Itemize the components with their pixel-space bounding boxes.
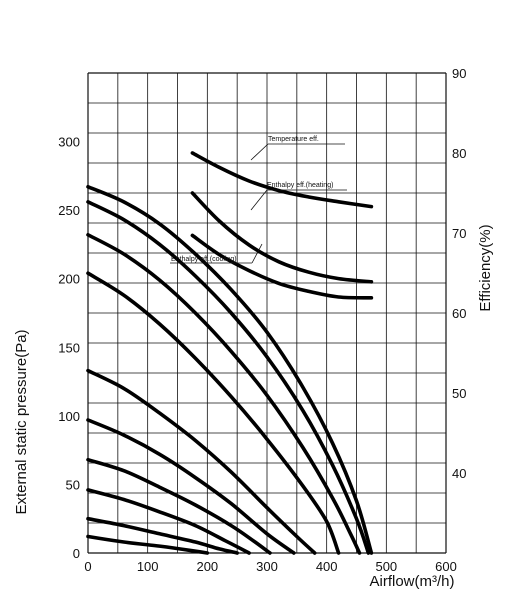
y-tick-label: 0 [73,546,80,561]
static-pressure-curve-1 [86,534,210,555]
y-tick-label: 250 [58,203,80,218]
y2-axis-title: Efficiency(%) [477,224,494,311]
static-pressure-curve-5 [86,418,296,555]
x-tick-label: 200 [196,559,218,574]
efficiency-labels: Temperature eff. Enthalpy eff.(heating) … [170,136,347,264]
enthalpy-heating-eff-curve [190,191,374,284]
y2-tick-label: 50 [452,386,466,401]
x-tick-label: 100 [137,559,159,574]
y2-tick-label: 90 [452,66,466,81]
y2-tick-label: 40 [452,466,466,481]
enthalpy-heating-leader [250,189,268,211]
y-tick-label: 300 [58,135,80,150]
x-tick-label: 0 [84,559,91,574]
temperature-eff-label: Temperature eff. [268,136,319,143]
y-tick-label: 100 [58,409,80,424]
x-tick-label: 500 [375,559,397,574]
x-tick-label: 600 [435,559,457,574]
static-pressure-curve-10 [86,185,374,555]
static-pressure-curve-7 [86,271,341,555]
static-pressure-curve-3 [86,488,251,555]
enthalpy-heating-label: Enthalpy eff.(heating) [267,182,333,189]
y2-tick-label: 80 [452,146,466,161]
enthalpy-cooling-eff-curve [190,233,374,300]
y-tick-label: 50 [66,477,80,492]
efficiency-curves [190,151,374,300]
temperature-eff-leader [250,143,269,161]
y-axis-title: External static pressure(Pa) [13,329,30,514]
x-tick-label: 400 [316,559,338,574]
x-tick-label: 300 [256,559,278,574]
x-axis-title: Airflow(m³/h) [370,573,455,590]
y2-tick-label: 70 [452,226,466,241]
y-tick-label: 150 [58,340,80,355]
temperature-eff-curve [190,151,374,209]
static-pressure-curve-9 [86,200,371,555]
static-pressure-curve-2 [86,516,239,555]
enthalpy-cooling-leader [251,243,263,264]
enthalpy-cooling-label: Enthalpy eff.(cooling) [171,256,237,263]
static-pressure-curve-4 [86,457,272,555]
y-tick-label: 200 [58,272,80,287]
static-pressure-curves [86,185,374,555]
y2-tick-label: 60 [452,306,466,321]
static-pressure-curve-8 [86,233,362,555]
static-pressure-curve-6 [86,368,317,555]
plot-grid [87,72,447,554]
tick-labels: 0 100 200 300 400 500 600 0 50 100 150 200 250 300 40 5… [58,66,466,574]
